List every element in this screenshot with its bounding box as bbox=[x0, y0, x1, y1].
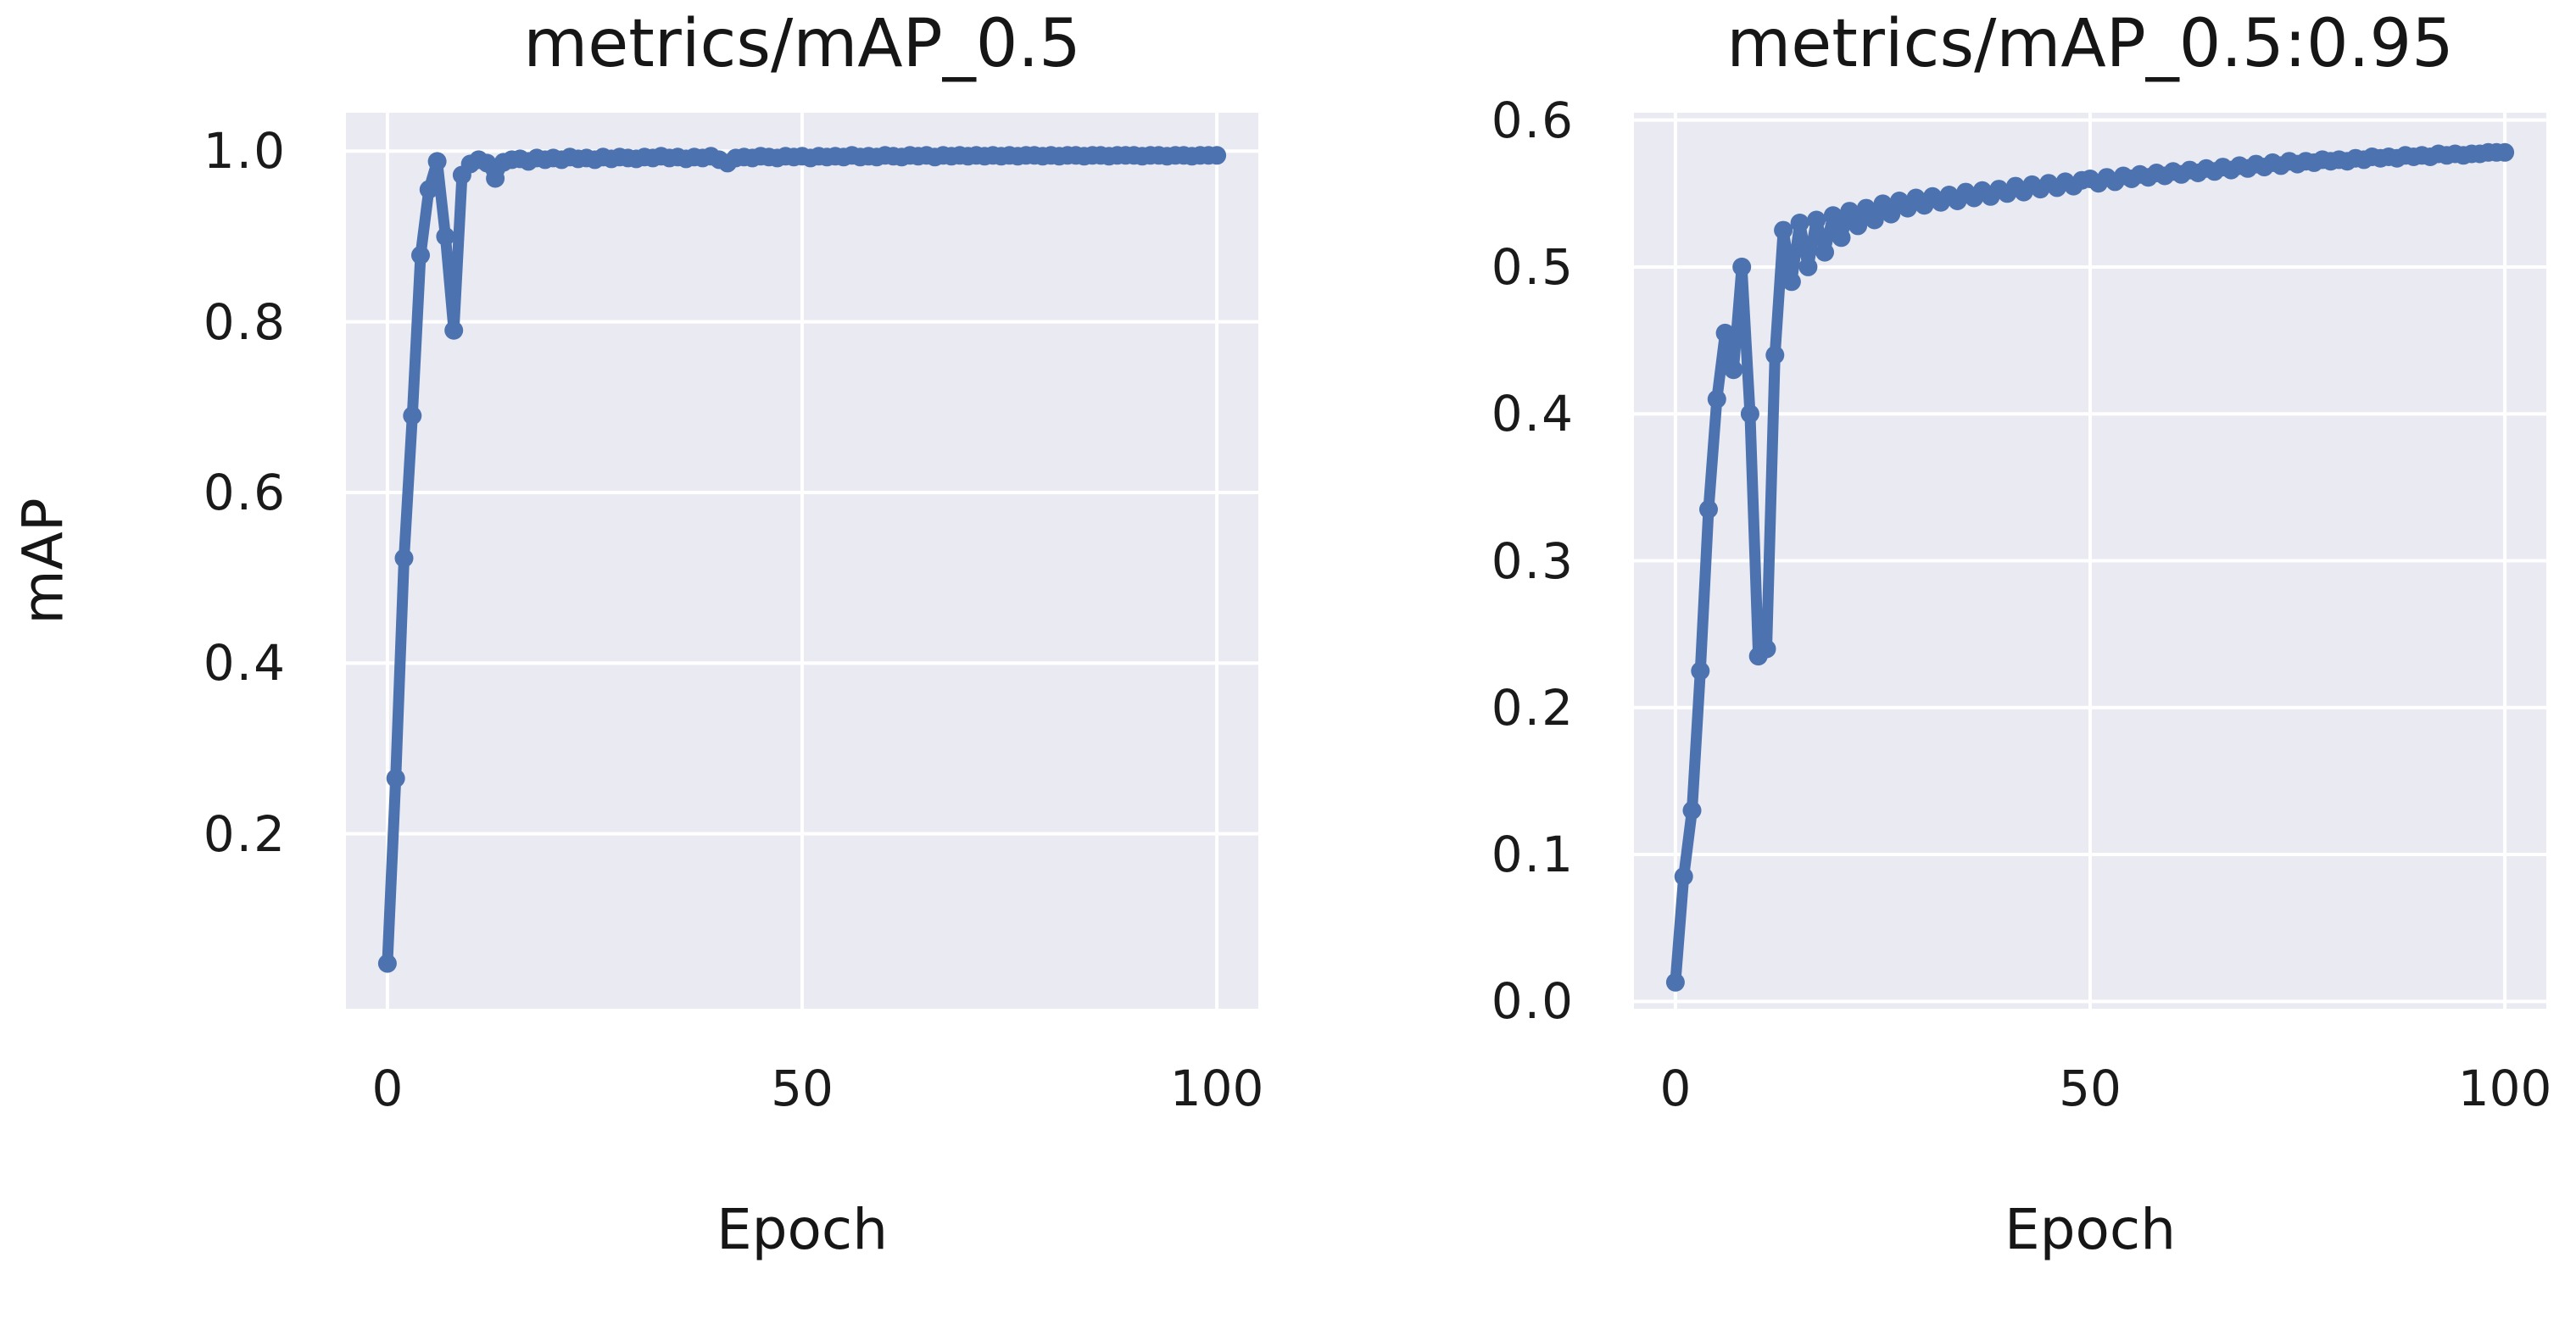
data-line bbox=[1670, 147, 2511, 988]
y-tick-label: 0.6 bbox=[1491, 91, 1575, 149]
data-line bbox=[382, 149, 1223, 970]
y-axis-ticks: 0.0 0.1 0.2 0.3 0.4 0.5 0.6 bbox=[1363, 92, 1575, 1031]
plot-panel bbox=[346, 113, 1258, 1009]
y-tick-label: 0.4 bbox=[1491, 385, 1575, 443]
x-axis-ticks: 0 50 100 bbox=[346, 1060, 1263, 1127]
plot-panel bbox=[1634, 113, 2546, 1009]
y-tick-label: 0.0 bbox=[1491, 972, 1575, 1031]
x-tick-label: 100 bbox=[2457, 1060, 2552, 1117]
x-axis-label: Epoch bbox=[2004, 1197, 2177, 1262]
chart-canvas bbox=[1634, 113, 2546, 1009]
chart-canvas bbox=[346, 113, 1258, 1009]
y-tick-label: 0.6 bbox=[203, 463, 287, 521]
y-tick-label: 0.1 bbox=[1491, 826, 1575, 884]
y-tick-label: 1.0 bbox=[203, 122, 287, 181]
x-tick-label: 100 bbox=[1169, 1060, 1264, 1117]
y-axis-label: mAP bbox=[10, 497, 76, 625]
y-tick-label: 0.4 bbox=[203, 634, 287, 693]
y-tick-label: 0.3 bbox=[1491, 531, 1575, 590]
y-tick-label: 0.2 bbox=[1491, 678, 1575, 737]
x-tick-label: 0 bbox=[371, 1060, 404, 1117]
y-tick-label: 0.2 bbox=[203, 804, 287, 863]
plot-title: metrics/mAP_0.5:0.95 bbox=[1726, 6, 2454, 82]
x-tick-label: 50 bbox=[2059, 1060, 2122, 1117]
plot-title: metrics/mAP_0.5 bbox=[523, 6, 1081, 82]
y-axis-ticks: 0.2 0.4 0.6 0.8 1.0 bbox=[75, 113, 287, 1009]
x-tick-label: 0 bbox=[1659, 1060, 1692, 1117]
x-axis-label: Epoch bbox=[716, 1197, 889, 1262]
y-tick-label: 0.5 bbox=[1491, 237, 1575, 296]
x-tick-label: 50 bbox=[771, 1060, 834, 1117]
x-axis-ticks: 0 50 100 bbox=[1634, 1060, 2551, 1127]
y-tick-label: 0.8 bbox=[203, 292, 287, 351]
